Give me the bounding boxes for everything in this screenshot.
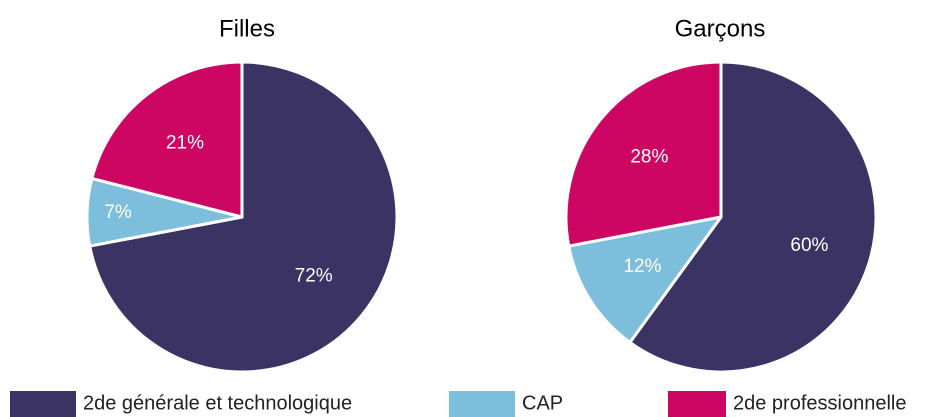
legend-swatch <box>10 391 76 417</box>
value-label: 28% <box>630 147 668 168</box>
value-label: 12% <box>623 256 661 277</box>
pie-slice <box>90 60 244 219</box>
chart-title: Filles <box>219 15 275 42</box>
legend-label: 2de professionnelle <box>733 392 906 414</box>
legend-label: CAP <box>522 392 563 414</box>
value-label: 7% <box>104 202 132 223</box>
value-label: 60% <box>790 235 828 256</box>
chart-title: Garçons <box>675 15 766 42</box>
legend-swatch <box>449 391 515 417</box>
legend-swatch <box>668 391 726 417</box>
pie-slice <box>564 60 723 248</box>
pie-slice <box>628 60 878 374</box>
value-label: 21% <box>166 133 204 154</box>
legend-label: 2de générale et technologique <box>83 392 352 414</box>
pie-slice <box>567 215 723 344</box>
value-label: 72% <box>295 265 333 286</box>
